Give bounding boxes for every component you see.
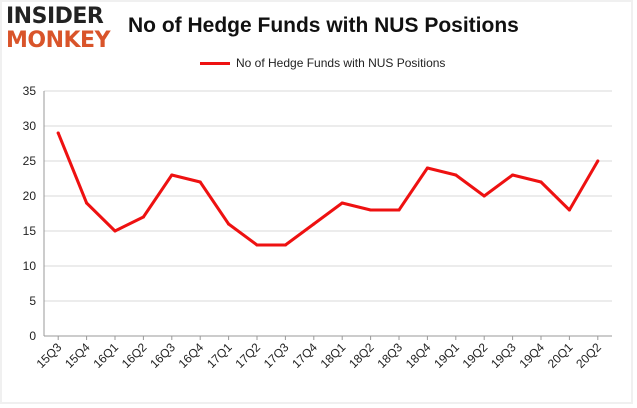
chart-title: No of Hedge Funds with NUS Positions — [128, 14, 519, 37]
y-tick-label: 5 — [29, 294, 36, 308]
y-tick-label: 30 — [23, 119, 37, 133]
data-point — [283, 243, 287, 247]
data-point — [567, 208, 571, 212]
data-point — [369, 208, 373, 212]
x-tick-label: 18Q2 — [346, 340, 377, 371]
data-point — [596, 159, 600, 163]
y-tick-label: 20 — [23, 189, 37, 203]
x-tick-label: 20Q2 — [573, 340, 604, 371]
y-tick-label: 35 — [23, 84, 37, 98]
x-tick-label: 18Q1 — [318, 340, 349, 371]
data-point — [397, 208, 401, 212]
y-tick-label: 10 — [23, 259, 37, 273]
data-point — [539, 180, 543, 184]
data-point — [482, 194, 486, 198]
data-point — [312, 222, 316, 226]
x-tick-label: 16Q1 — [90, 340, 121, 371]
x-tick-label: 17Q3 — [261, 340, 292, 371]
x-tick-label: 15Q4 — [62, 340, 93, 371]
y-tick-label: 25 — [23, 154, 37, 168]
x-tick-label: 17Q1 — [204, 340, 235, 371]
x-tick-label: 16Q2 — [119, 340, 150, 371]
legend-line-swatch — [200, 61, 230, 65]
x-tick-label: 15Q3 — [34, 340, 65, 371]
legend-label: No of Hedge Funds with NUS Positions — [236, 56, 446, 70]
insider-monkey-logo: INSIDER MONKEY — [6, 4, 118, 54]
data-point — [198, 180, 202, 184]
y-tick-label: 0 — [29, 329, 36, 343]
data-point — [85, 201, 89, 205]
x-tick-label: 17Q2 — [232, 340, 263, 371]
chart-legend: No of Hedge Funds with NUS Positions — [200, 56, 445, 70]
data-point — [113, 229, 117, 233]
data-point — [425, 166, 429, 170]
x-tick-label: 18Q3 — [374, 340, 405, 371]
data-point — [227, 222, 231, 226]
data-point — [141, 215, 145, 219]
data-point — [454, 173, 458, 177]
data-point — [511, 173, 515, 177]
x-tick-label: 19Q4 — [516, 340, 547, 371]
data-point — [170, 173, 174, 177]
x-tick-label: 18Q4 — [403, 340, 434, 371]
x-tick-label: 19Q3 — [488, 340, 519, 371]
x-tick-label: 19Q1 — [431, 340, 462, 371]
logo-bottom-text: MONKEY — [6, 28, 111, 53]
data-point — [255, 243, 259, 247]
x-tick-label: 20Q1 — [545, 340, 576, 371]
y-tick-label: 15 — [23, 224, 37, 238]
x-tick-label: 16Q3 — [147, 340, 178, 371]
series-line — [56, 131, 600, 247]
x-tick-label: 17Q4 — [289, 340, 320, 371]
data-point — [56, 131, 60, 135]
x-tick-label: 19Q2 — [460, 340, 491, 371]
logo-top-text: INSIDER — [6, 4, 104, 29]
x-tick-label: 16Q4 — [176, 340, 207, 371]
data-point — [340, 201, 344, 205]
